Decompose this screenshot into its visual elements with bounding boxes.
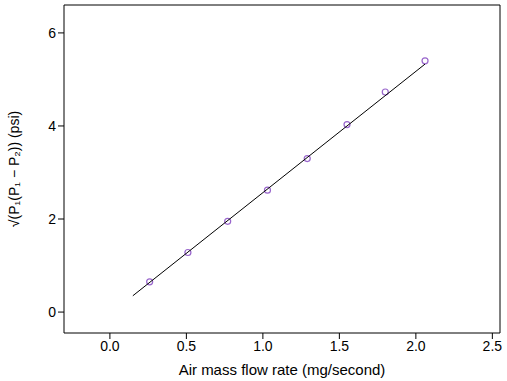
svg-text:4: 4 — [48, 118, 56, 134]
svg-text:√(P₁(P₁ − P₂)) (psi): √(P₁(P₁ − P₂)) (psi) — [6, 111, 22, 227]
svg-text:0.5: 0.5 — [177, 338, 197, 354]
svg-text:2.5: 2.5 — [483, 338, 503, 354]
svg-text:0: 0 — [48, 304, 56, 320]
svg-text:2.0: 2.0 — [406, 338, 426, 354]
svg-text:2: 2 — [48, 211, 56, 227]
svg-text:1.0: 1.0 — [253, 338, 273, 354]
svg-text:1.5: 1.5 — [330, 338, 350, 354]
svg-text:6: 6 — [48, 25, 56, 41]
svg-text:Air mass flow rate (mg/second): Air mass flow rate (mg/second) — [179, 361, 386, 378]
svg-text:0.0: 0.0 — [100, 338, 120, 354]
